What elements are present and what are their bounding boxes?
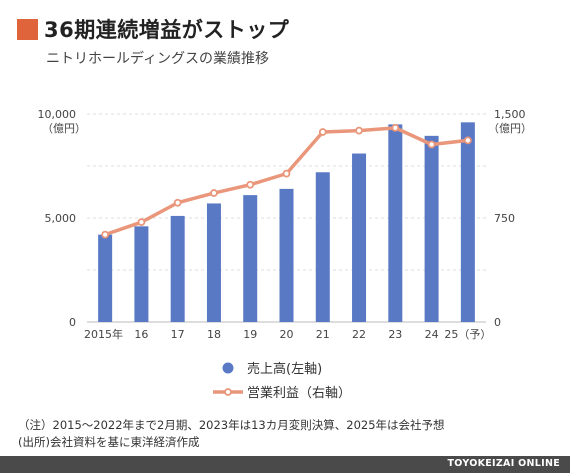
x-tick-label: 2015年 bbox=[84, 327, 123, 341]
profit-point bbox=[391, 123, 400, 132]
legend-line-point bbox=[224, 388, 232, 396]
footer-bar bbox=[0, 456, 570, 473]
legend-line-label: 営業利益（右軸） bbox=[247, 385, 351, 401]
bar bbox=[315, 172, 330, 322]
footer-brand: TOYOKEIZAI ONLINE bbox=[447, 458, 560, 469]
profit-point bbox=[463, 136, 472, 145]
bar bbox=[352, 153, 367, 322]
bar bbox=[243, 195, 258, 322]
chart-title: 36期連続増益がストップ bbox=[44, 18, 290, 42]
profit-point bbox=[210, 189, 218, 197]
profit-point bbox=[137, 218, 146, 227]
chart-subtitle: ニトリホールディングスの業績推移 bbox=[46, 51, 270, 67]
x-tick-label: 21 bbox=[316, 328, 330, 341]
bar bbox=[279, 188, 294, 322]
bar bbox=[388, 124, 403, 323]
x-tick-label: 23 bbox=[388, 328, 402, 341]
left-tick-label: 5,000 bbox=[45, 212, 77, 225]
right-axis-unit: （億円） bbox=[488, 122, 532, 135]
bar bbox=[134, 226, 149, 322]
x-tick-label: 22 bbox=[352, 328, 366, 341]
profit-point bbox=[318, 128, 327, 136]
source-note: (出所)会社資料を基に東洋経済作成 bbox=[18, 435, 200, 449]
bar bbox=[424, 135, 439, 322]
legend-bar-label: 売上高(左軸) bbox=[247, 361, 322, 377]
profit-point bbox=[282, 169, 291, 178]
profit-point bbox=[173, 198, 182, 207]
bar bbox=[98, 234, 113, 322]
x-tick-label: 18 bbox=[207, 328, 221, 341]
x-tick-label: 25（予） bbox=[444, 328, 491, 341]
legend-bar-marker bbox=[222, 362, 234, 374]
bar bbox=[460, 122, 475, 322]
x-tick-label: 24 bbox=[425, 328, 439, 341]
left-tick-label: 0 bbox=[69, 316, 76, 329]
left-axis-unit: （億円） bbox=[42, 122, 86, 135]
bar bbox=[206, 203, 221, 322]
right-tick-label: 0 bbox=[494, 316, 501, 329]
right-tick-label: 1,500 bbox=[494, 108, 526, 121]
right-tick-label: 750 bbox=[494, 212, 515, 225]
profit-point bbox=[427, 140, 436, 149]
x-tick-label: 16 bbox=[134, 328, 148, 341]
left-tick-label: 10,000 bbox=[38, 108, 77, 121]
profit-point bbox=[101, 230, 110, 239]
title-row: 36期連続増益がストップ bbox=[17, 14, 289, 44]
x-tick-label: 17 bbox=[171, 328, 185, 341]
footnote: （注）2015〜2022年まで2月期、2023年は13カ月変則決算、2025年は… bbox=[18, 418, 445, 432]
x-tick-label: 19 bbox=[243, 328, 257, 341]
x-tick-label: 20 bbox=[280, 328, 294, 341]
profit-point bbox=[246, 180, 255, 189]
title-marker bbox=[17, 18, 38, 40]
bar bbox=[170, 215, 185, 322]
profit-point bbox=[355, 126, 363, 135]
